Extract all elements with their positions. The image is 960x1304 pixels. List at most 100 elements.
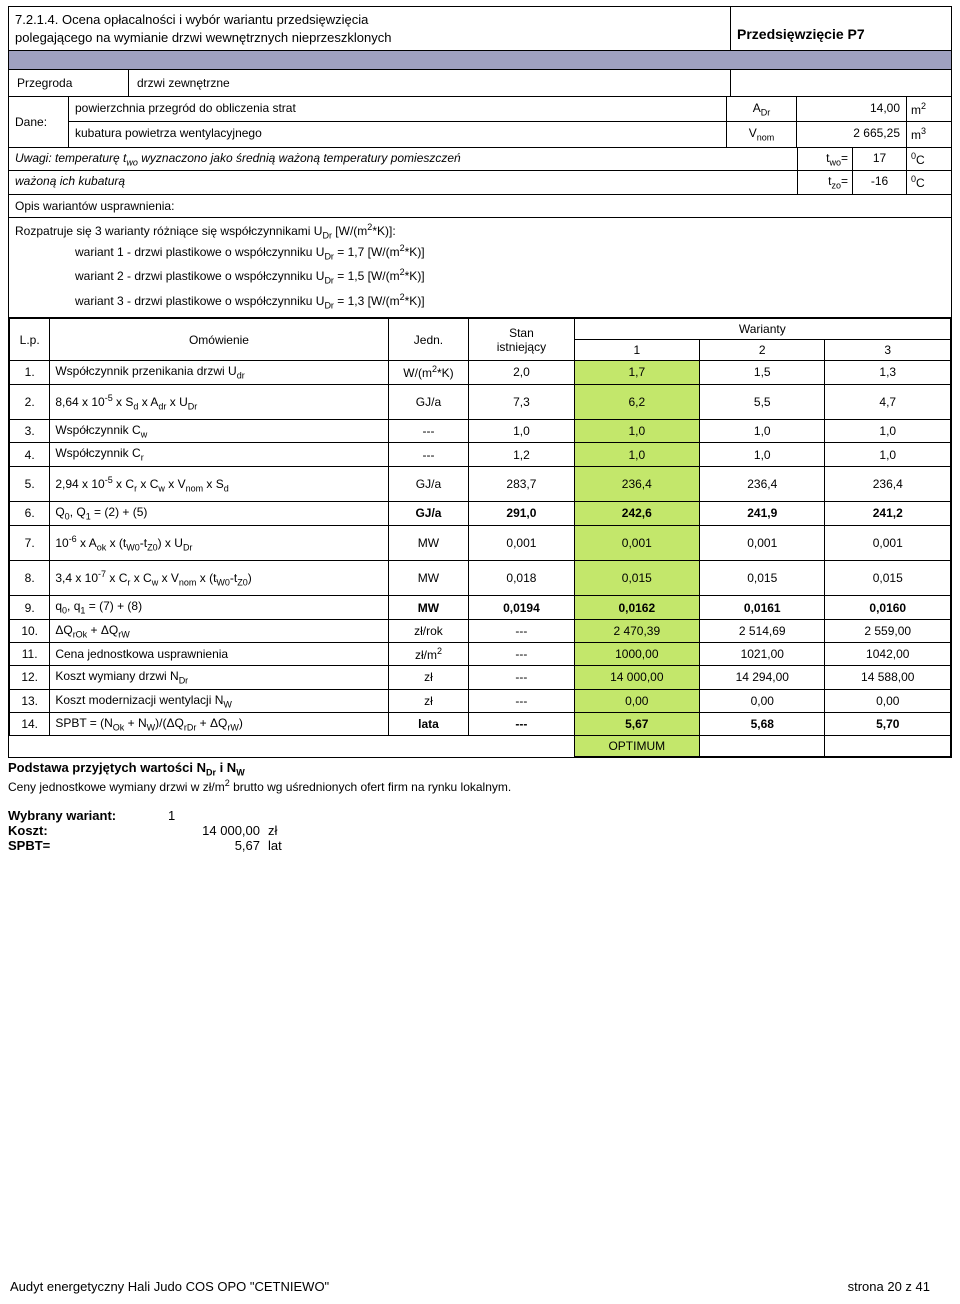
cell-variant: 1,0 (825, 443, 951, 466)
podstawa-text: Ceny jednostkowe wymiany drzwi w zł/m2 b… (8, 778, 952, 794)
cell-stan: 2,0 (469, 361, 574, 384)
cell-variant: 5,68 (700, 712, 825, 735)
cell-om: 3,4 x 10-7 x Cr x Cw x Vnom x (tW0-tZ0) (50, 560, 388, 595)
dane-desc: powierzchnia przegród do obliczenia stra… (69, 97, 727, 121)
table-row: 14.SPBT = (NOk + NW)/(ΔQrDr + ΔQrW)lata-… (10, 712, 951, 735)
rozpat-text: Rozpatruje się 3 warianty różniące się w… (15, 222, 945, 240)
cell-variant: 236,4 (700, 466, 825, 501)
cell-om: 10-6 x Aok x (tW0-tZ0) x UDr (50, 525, 388, 560)
cell-variant: 1,5 (700, 361, 825, 384)
cell-variant: 236,4 (825, 466, 951, 501)
table-row: 6.Q0, Q1 = (2) + (5)GJ/a291,0242,6241,92… (10, 502, 951, 525)
cell-variant: 5,5 (700, 384, 825, 419)
cell-om: Współczynnik Cw (50, 420, 388, 443)
cell-variant: 2 559,00 (825, 619, 951, 642)
summary-spbt-k: SPBT= (8, 838, 168, 853)
wariant-desc: wariant 1 - drzwi plastikowe o współczyn… (15, 240, 945, 264)
dane-block: Dane: powierzchnia przegród do obliczeni… (9, 97, 951, 148)
cell-stan: --- (469, 643, 574, 666)
cell-variant: 1,0 (700, 420, 825, 443)
przegroda-label: Przegroda (9, 70, 129, 96)
cell-jedn: GJ/a (388, 502, 469, 525)
table-row: 7.10-6 x Aok x (tW0-tZ0) x UDrMW0,0010,0… (10, 525, 951, 560)
cell-jedn: --- (388, 420, 469, 443)
section-number: 7.2.1.4. (15, 12, 58, 27)
project-label: Przedsięwzięcie P7 (731, 7, 951, 50)
cell-lp: 14. (10, 712, 50, 735)
cell-stan: 291,0 (469, 502, 574, 525)
cell-lp: 1. (10, 361, 50, 384)
cell-om: q0, q1 = (7) + (8) (50, 596, 388, 619)
cell-variant: 14 000,00 (574, 666, 699, 689)
cell-variant: 1,0 (574, 443, 699, 466)
uwagi-sym: tzo= (798, 171, 853, 193)
cell-variant: 241,9 (700, 502, 825, 525)
cell-stan: --- (469, 666, 574, 689)
cell-om: 8,64 x 10-5 x Sd x Adr x UDr (50, 384, 388, 419)
wariant-desc: wariant 2 - drzwi plastikowe o współczyn… (15, 264, 945, 288)
cell-variant: 1000,00 (574, 643, 699, 666)
cell-stan: 0,001 (469, 525, 574, 560)
cell-variant: 0,015 (825, 560, 951, 595)
th-w3: 3 (825, 340, 951, 361)
dane-unit: m3 (907, 122, 951, 146)
table-row: 13.Koszt modernizacji wentylacji NWzł---… (10, 689, 951, 712)
cell-variant: 1,0 (825, 420, 951, 443)
cell-variant: 5,70 (825, 712, 951, 735)
cell-lp: 10. (10, 619, 50, 642)
cell-stan: --- (469, 619, 574, 642)
uwagi-text: Uwagi: temperaturę two wyznaczono jako ś… (9, 148, 798, 170)
cell-lp: 9. (10, 596, 50, 619)
section-heading: 7.2.1.4. Ocena opłacalności i wybór wari… (9, 7, 731, 50)
footer-right: strona 20 z 41 (848, 1279, 930, 1294)
cell-jedn: MW (388, 525, 469, 560)
cell-stan: 283,7 (469, 466, 574, 501)
cell-lp: 4. (10, 443, 50, 466)
cell-variant: 1,3 (825, 361, 951, 384)
cell-variant: 1,0 (700, 443, 825, 466)
table-row: 11.Cena jednostkowa usprawnieniazł/m2---… (10, 643, 951, 666)
cell-stan: --- (469, 689, 574, 712)
cell-variant: 14 588,00 (825, 666, 951, 689)
cell-jedn: zł (388, 689, 469, 712)
cell-variant: 0,0160 (825, 596, 951, 619)
cell-om: Współczynnik Cr (50, 443, 388, 466)
podstawa-block: Podstawa przyjętych wartości NDr i NW Ce… (8, 760, 952, 794)
cell-stan: --- (469, 712, 574, 735)
cell-lp: 2. (10, 384, 50, 419)
cell-variant: 1,7 (574, 361, 699, 384)
cell-jedn: GJ/a (388, 466, 469, 501)
uwagi-unit: 0C (907, 171, 951, 193)
cell-jedn: GJ/a (388, 384, 469, 419)
optimum-row: OPTIMUM (10, 736, 951, 757)
section-subtitle: polegającego na wymianie drzwi wewnętrzn… (15, 30, 391, 45)
th-jedn: Jedn. (388, 319, 469, 361)
cell-variant: 5,67 (574, 712, 699, 735)
page-footer: Audyt energetyczny Hali Judo COS OPO "CE… (0, 1259, 940, 1304)
cell-lp: 3. (10, 420, 50, 443)
cell-variant: 0,001 (574, 525, 699, 560)
cell-jedn: MW (388, 560, 469, 595)
cell-om: ΔQrOk + ΔQrW (50, 619, 388, 642)
cell-om: Koszt modernizacji wentylacji NW (50, 689, 388, 712)
cell-lp: 11. (10, 643, 50, 666)
calculation-table: L.p. Omówienie Jedn. Stanistniejący Wari… (9, 318, 951, 757)
cell-variant: 0,00 (700, 689, 825, 712)
cell-variant: 2 470,39 (574, 619, 699, 642)
wariant-desc: wariant 3 - drzwi plastikowe o współczyn… (15, 289, 945, 313)
cell-lp: 5. (10, 466, 50, 501)
dane-row: powierzchnia przegród do obliczenia stra… (69, 97, 951, 121)
podstawa-heading: Podstawa przyjętych wartości NDr i NW (8, 760, 952, 778)
cell-stan: 1,0 (469, 420, 574, 443)
cell-variant: 6,2 (574, 384, 699, 419)
table-header-row: L.p. Omówienie Jedn. Stanistniejący Wari… (10, 319, 951, 340)
th-w2: 2 (700, 340, 825, 361)
cell-stan: 0,0194 (469, 596, 574, 619)
dane-sym: Vnom (727, 122, 797, 146)
cell-jedn: zł (388, 666, 469, 689)
dane-val: 2 665,25 (797, 122, 907, 146)
cell-lp: 12. (10, 666, 50, 689)
table-row: 4.Współczynnik Cr---1,21,01,01,0 (10, 443, 951, 466)
cell-variant: 2 514,69 (700, 619, 825, 642)
cell-variant: 0,0161 (700, 596, 825, 619)
